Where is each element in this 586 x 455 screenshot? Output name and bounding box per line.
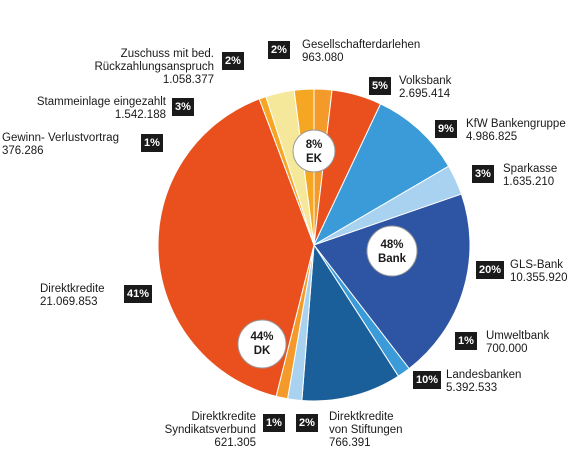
label-syndikat-name1: Direktkredite — [191, 411, 256, 423]
label-syndikat-name2: Syndikatsverbund — [164, 424, 256, 436]
label-direktkredite-value: 21.069.853 — [40, 296, 98, 308]
label-zuschuss-name2: Rückzahlungsanspruch — [94, 61, 214, 73]
label-volksbank-value: 2.695.414 — [399, 88, 451, 100]
label-landesbanken-value: 5.392.533 — [446, 382, 498, 394]
label-syndikat: Direktkredite Syndikatsverbund 621.305 — [165, 411, 256, 450]
label-syndikat-value: 621.305 — [214, 437, 256, 449]
label-gewinn-value: 376.286 — [2, 145, 44, 157]
label-stiftungen: Direktkredite von Stiftungen 766.391 — [329, 411, 403, 450]
pie-slice-direktkredite — [157, 98, 315, 397]
label-landesbanken-name: Landesbanken — [446, 369, 522, 381]
label-gewinn: Gewinn- Verlustvortrag 376.286 — [2, 132, 119, 158]
label-gesellschafterdarlehen: Gesellschafterdarlehen 963.080 — [302, 39, 420, 65]
pie-slice-kfw-bankengruppe — [312, 103, 450, 247]
badge-kfw: 9% — [435, 120, 457, 138]
label-sparkasse: Sparkasse 1.635.210 — [503, 163, 557, 189]
group-ek-percent: 8% — [306, 139, 323, 151]
label-stiftungen-name1: Direktkredite — [329, 411, 394, 423]
label-kfw-value: 4.986.825 — [466, 131, 518, 143]
label-zuschuss-value: 1.058.377 — [162, 74, 214, 86]
group-bank-percent: 48% — [380, 239, 403, 251]
group-dk-label: DK — [254, 345, 271, 357]
pie-slice-gls-bank — [313, 193, 471, 370]
pie-slice-landesbanken — [301, 243, 400, 402]
group-bubble-bank: 48% Bank — [366, 225, 418, 277]
label-volksbank: Volksbank 2.695.414 — [399, 75, 451, 101]
badge-gesellschafterdarlehen: 2% — [268, 41, 290, 59]
badge-gewinn: 1% — [141, 134, 163, 152]
group-bubble-dk: 44% DK — [237, 319, 287, 369]
label-umweltbank-name: Umweltbank — [486, 330, 550, 342]
badge-direktkredite: 41% — [124, 285, 153, 303]
label-zuschuss: Zuschuss mit bed. Rückzahlungsanspruch 1… — [94, 48, 214, 87]
label-stammeinlage: Stammeinlage eingezahlt 1.542.188 — [37, 96, 166, 122]
badge-stiftungen: 2% — [296, 414, 318, 432]
label-direktkredite: Direktkredite 21.069.853 — [40, 283, 105, 309]
label-umweltbank-value: 700.000 — [486, 343, 528, 355]
badge-zuschuss: 2% — [222, 52, 244, 70]
group-ek-label: EK — [306, 153, 323, 165]
badge-volksbank: 5% — [369, 77, 391, 95]
badge-umweltbank: 1% — [455, 332, 477, 350]
label-sparkasse-value: 1.635.210 — [503, 176, 555, 188]
group-dk-percent: 44% — [250, 331, 273, 343]
label-stiftungen-name2: von Stiftungen — [329, 424, 403, 436]
label-kfw: KfW Bankengruppe 4.986.825 — [466, 118, 566, 144]
badge-gls: 20% — [476, 261, 505, 279]
label-gesellschafterdarlehen-name: Gesellschafterdarlehen — [302, 39, 421, 51]
badge-landesbanken: 10% — [413, 371, 442, 389]
label-volksbank-name: Volksbank — [399, 75, 452, 87]
label-stammeinlage-name: Stammeinlage eingezahlt — [36, 96, 166, 108]
label-gls: GLS-Bank 10.355.920 — [510, 259, 568, 285]
badge-stammeinlage: 3% — [172, 98, 194, 116]
label-umweltbank: Umweltbank 700.000 — [486, 330, 549, 356]
label-zuschuss-name1: Zuschuss mit bed. — [120, 48, 214, 60]
group-bubble-ek: 8% EK — [292, 129, 336, 173]
label-landesbanken: Landesbanken 5.392.533 — [446, 369, 521, 395]
badge-syndikat: 1% — [263, 414, 285, 432]
group-bank-label: Bank — [378, 253, 407, 265]
label-direktkredite-name: Direktkredite — [40, 283, 105, 295]
label-gls-value: 10.355.920 — [510, 272, 568, 284]
label-stammeinlage-value: 1.542.188 — [114, 109, 166, 121]
label-gewinn-name: Gewinn- Verlustvortrag — [2, 132, 119, 144]
label-gesellschafterdarlehen-value: 963.080 — [302, 52, 344, 64]
label-kfw-name: KfW Bankengruppe — [466, 118, 566, 130]
label-sparkasse-name: Sparkasse — [503, 163, 558, 175]
label-stiftungen-value: 766.391 — [329, 437, 371, 449]
label-gls-name: GLS-Bank — [510, 259, 564, 271]
badge-sparkasse: 3% — [472, 165, 494, 183]
